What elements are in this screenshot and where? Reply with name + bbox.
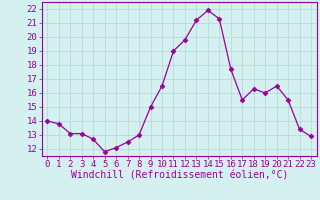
X-axis label: Windchill (Refroidissement éolien,°C): Windchill (Refroidissement éolien,°C) [70,171,288,181]
